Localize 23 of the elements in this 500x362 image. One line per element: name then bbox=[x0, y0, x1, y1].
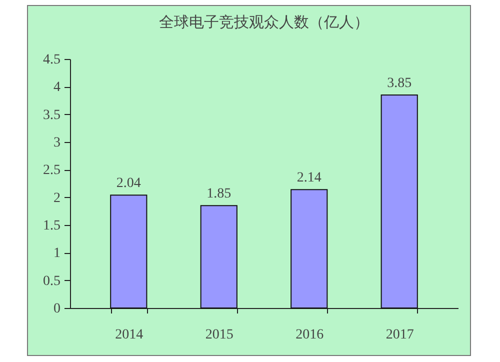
bar bbox=[380, 94, 418, 308]
chart-title: 全球电子竞技观众人数（亿人） bbox=[159, 14, 369, 31]
data-label: 2.14 bbox=[296, 170, 322, 186]
bar bbox=[290, 189, 328, 308]
y-tick-label: 2 bbox=[54, 190, 60, 206]
x-tick-label: 2017 bbox=[386, 328, 414, 342]
y-tick-label: 1.5 bbox=[43, 218, 60, 234]
bar bbox=[110, 194, 148, 308]
data-label: 2.04 bbox=[116, 176, 141, 192]
y-tick-label: 3 bbox=[54, 136, 60, 150]
x-tick-label: 2014 bbox=[115, 328, 144, 342]
x-tick-label: 2016 bbox=[296, 328, 324, 342]
y-tick-label: 0 bbox=[54, 302, 60, 316]
y-tick-label: 4 bbox=[54, 80, 60, 96]
y-tick-label: 4.5 bbox=[43, 52, 60, 68]
data-label: 3.85 bbox=[387, 76, 412, 91]
y-tick-label: 1 bbox=[54, 246, 60, 262]
y-tick-label: 3.5 bbox=[43, 108, 60, 123]
bar bbox=[200, 205, 238, 308]
data-label: 1.85 bbox=[206, 186, 232, 202]
x-tick-label: 2015 bbox=[205, 328, 234, 342]
y-tick-label: 2.5 bbox=[43, 163, 60, 178]
y-tick-label: 0.5 bbox=[43, 274, 60, 289]
